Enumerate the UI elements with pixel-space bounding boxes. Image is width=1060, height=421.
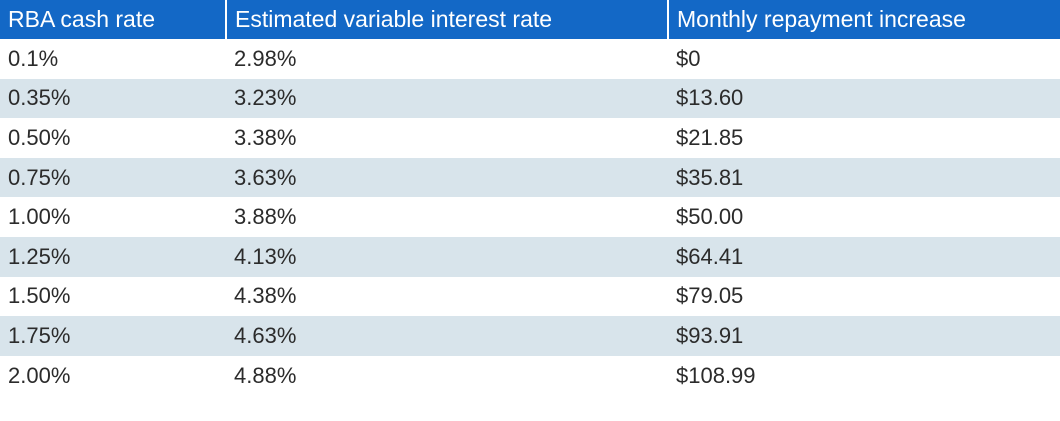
cell-cash-rate: 0.1%: [8, 45, 59, 71]
cell-repayment-increase: $93.91: [676, 322, 744, 348]
header-row: RBA cash rate Estimated variable interes…: [0, 0, 1060, 39]
cell-interest-rate: 3.88%: [234, 204, 297, 230]
table-row: 0.75% 3.63% $35.81: [0, 157, 1060, 198]
table-row: 1.00% 3.88% $50.00: [0, 197, 1060, 237]
header-monthly-repayment-increase: Monthly repayment increase: [677, 6, 966, 32]
cell-cash-rate: 0.50%: [8, 124, 71, 150]
cell-cash-rate: 1.75%: [8, 322, 71, 348]
header-estimated-variable-interest-rate: Estimated variable interest rate: [226, 0, 669, 39]
cell-interest-rate: 4.63%: [234, 322, 297, 348]
cell-repayment-increase: $64.41: [676, 243, 744, 269]
cell-repayment-increase: $108.99: [676, 362, 756, 388]
table-row: 2.00% 4.88% $108.99: [0, 355, 1060, 396]
cell-cash-rate: 1.25%: [8, 243, 71, 269]
cell-repayment-increase: $0: [676, 45, 701, 71]
cell-repayment-increase: $79.05: [676, 283, 744, 309]
cell-cash-rate: 2.00%: [8, 362, 71, 388]
table-body: 0.1% 2.98% $0 0.35% 3.23% $13.60 0.50% 3…: [0, 39, 1060, 396]
table-row: 0.35% 3.23% $13.60: [0, 78, 1060, 119]
cell-interest-rate: 4.38%: [234, 283, 297, 309]
table-row: 1.25% 4.13% $64.41: [0, 236, 1060, 277]
cell-cash-rate: 0.35%: [8, 85, 71, 111]
cell-cash-rate: 1.50%: [8, 283, 71, 309]
header-rba-cash-rate: RBA cash rate: [0, 0, 227, 39]
cell-interest-rate: 3.38%: [234, 124, 297, 150]
cell-repayment-increase: $13.60: [676, 85, 744, 111]
cell-cash-rate: 1.00%: [8, 204, 71, 230]
cell-repayment-increase: $50.00: [676, 204, 744, 230]
cell-repayment-increase: $21.85: [676, 124, 744, 150]
table-row: 0.1% 2.98% $0: [0, 39, 1060, 79]
cell-interest-rate: 3.23%: [234, 85, 297, 111]
cash-rate-table: RBA cash rate Estimated variable interes…: [0, 0, 1060, 396]
table-row: 0.50% 3.38% $21.85: [0, 118, 1060, 158]
table-header: RBA cash rate Estimated variable interes…: [0, 0, 1060, 39]
cell-interest-rate: 4.88%: [234, 362, 297, 388]
cell-interest-rate: 2.98%: [234, 45, 297, 71]
table-row: 1.75% 4.63% $93.91: [0, 316, 1060, 356]
table-row: 1.50% 4.38% $79.05: [0, 276, 1060, 317]
cell-interest-rate: 4.13%: [234, 243, 297, 269]
cell-cash-rate: 0.75%: [8, 164, 71, 190]
cell-repayment-increase: $35.81: [676, 164, 744, 190]
cell-interest-rate: 3.63%: [234, 164, 297, 190]
